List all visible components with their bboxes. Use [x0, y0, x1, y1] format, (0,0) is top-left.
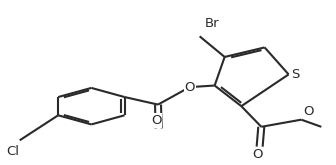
Text: S: S [291, 68, 299, 81]
Text: O: O [184, 81, 195, 94]
Text: O: O [253, 148, 263, 161]
Text: O: O [151, 114, 161, 127]
Text: Cl: Cl [6, 145, 19, 158]
Text: O: O [303, 105, 313, 118]
Text: Br: Br [205, 17, 219, 30]
